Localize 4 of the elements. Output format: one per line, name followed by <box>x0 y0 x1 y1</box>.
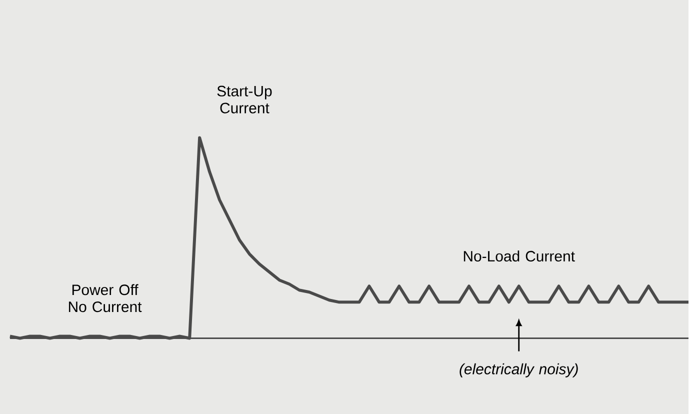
annotation: No-Load Current <box>464 250 575 262</box>
annotation: Power Off No Current <box>68 284 142 312</box>
text: (electrically noisy) <box>460 363 578 378</box>
text: Start-Up Current <box>217 86 272 114</box>
